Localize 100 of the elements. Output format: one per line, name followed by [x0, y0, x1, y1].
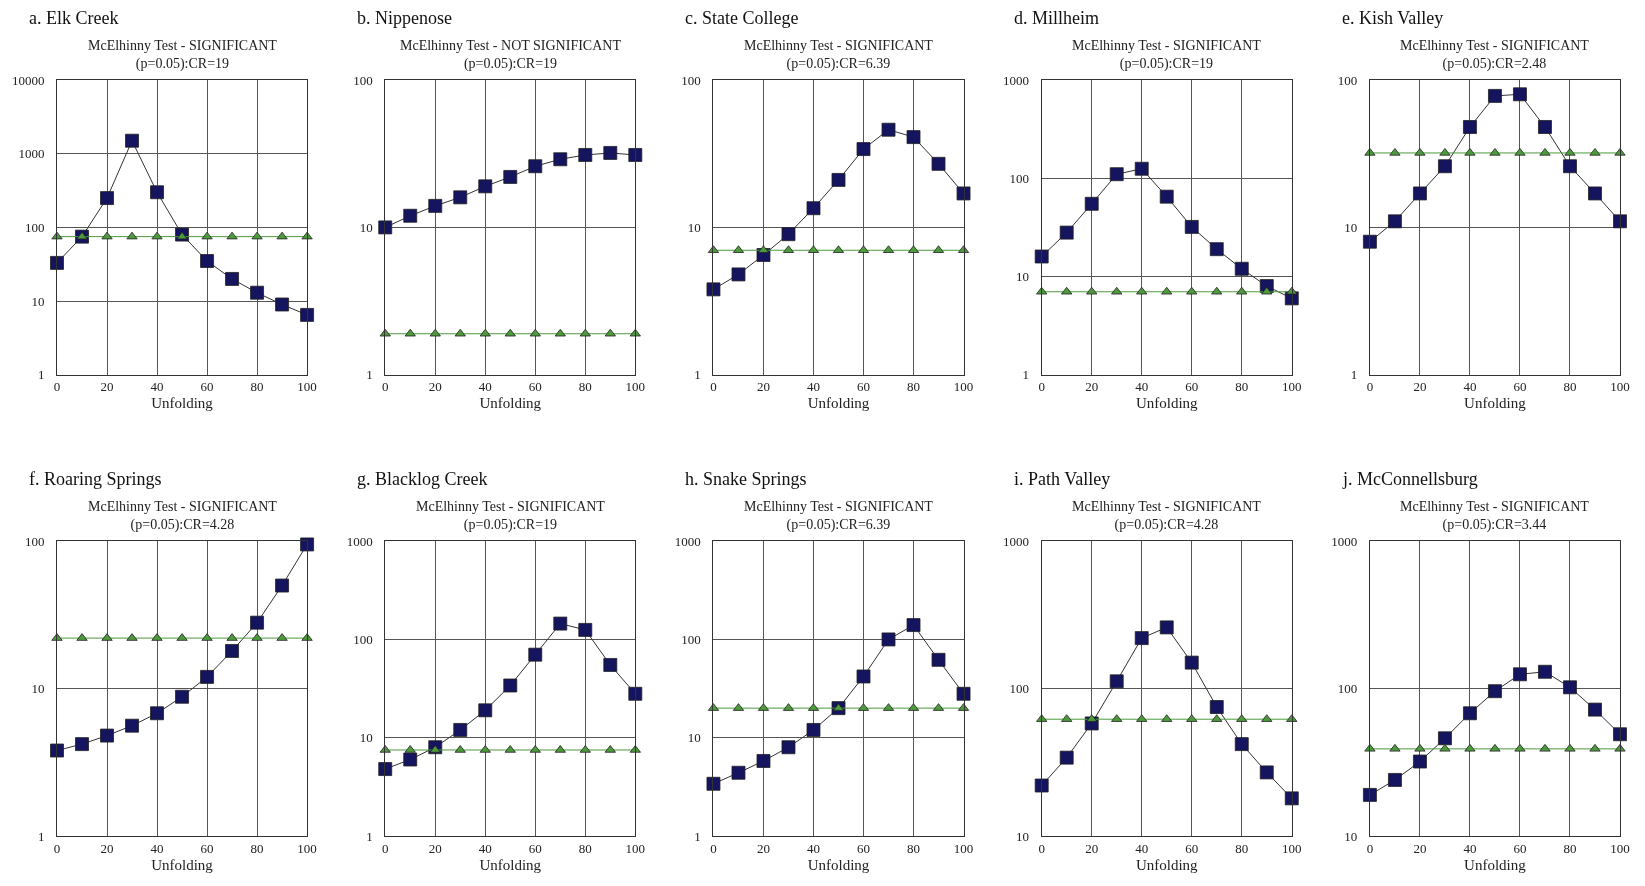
point	[1588, 186, 1602, 201]
point	[1564, 743, 1576, 752]
x-tick-label: 0	[53, 840, 61, 856]
point	[1363, 788, 1377, 802]
point	[454, 328, 466, 337]
point	[404, 328, 416, 337]
point	[125, 133, 139, 148]
point	[528, 647, 543, 662]
x-tick-label: 100	[953, 840, 974, 856]
y-tick-label: 10	[687, 219, 701, 235]
chart-title: d. Millheim	[1014, 8, 1099, 28]
point	[956, 686, 971, 701]
point	[1463, 120, 1477, 134]
x-tick-label: 0	[1038, 840, 1045, 856]
point	[528, 159, 543, 174]
y-tick-label: 100	[1337, 681, 1358, 697]
chart-title: b. Nippenose	[357, 8, 452, 28]
x-tick-label: 40	[150, 379, 164, 395]
point	[503, 170, 518, 184]
point	[731, 267, 746, 282]
y-tick-label: 100	[1009, 170, 1030, 186]
y-tick-label: 10	[687, 730, 701, 746]
y-tick-label: 100	[24, 219, 45, 235]
y-tick-label: 100	[1009, 681, 1030, 697]
point	[1109, 167, 1124, 182]
point	[856, 669, 871, 684]
y-tick-label: 10	[1016, 269, 1030, 285]
point	[478, 703, 493, 718]
point	[1034, 249, 1049, 264]
point	[379, 328, 391, 337]
point	[931, 652, 946, 667]
point	[75, 737, 89, 752]
x-tick-label: 20	[1413, 840, 1427, 856]
point	[906, 618, 921, 632]
point	[1413, 754, 1427, 769]
x-tick-label: 20	[1085, 379, 1099, 395]
point	[150, 185, 164, 200]
y-tick-label: 1	[366, 367, 373, 383]
chart-title: f. Roaring Springs	[29, 469, 162, 489]
y-tick-label: 10	[31, 293, 45, 309]
point	[1211, 286, 1223, 295]
point	[1489, 743, 1501, 752]
y-tick-label: 10	[1016, 828, 1030, 844]
point	[250, 285, 264, 300]
point	[1613, 214, 1627, 229]
y-tick-label: 1000	[1331, 533, 1358, 549]
x-tick-label: 0	[1366, 840, 1374, 856]
point	[1464, 743, 1476, 752]
point	[1086, 286, 1098, 295]
point	[1259, 765, 1274, 780]
point	[1589, 743, 1601, 752]
point	[906, 130, 921, 144]
x-tick-label: 60	[528, 379, 542, 395]
point	[553, 152, 568, 167]
point	[100, 728, 114, 743]
chart-title: g. Blacklog Creek	[357, 469, 488, 489]
x-tick-label: 100	[1282, 840, 1302, 856]
point	[1286, 286, 1298, 295]
y-tick-label: 10	[359, 219, 373, 235]
chart-title: i. Path Valley	[1014, 469, 1111, 489]
point	[201, 231, 213, 240]
point	[1184, 655, 1199, 670]
y-tick-label: 1	[37, 828, 45, 844]
point	[1059, 750, 1074, 765]
point	[1364, 743, 1376, 752]
x-tick-label: 20	[756, 840, 770, 856]
y-tick-label: 1	[1350, 367, 1358, 383]
point	[151, 231, 163, 240]
x-tick-label: 40	[150, 840, 164, 856]
point	[176, 231, 188, 240]
y-tick-label: 1000	[1003, 72, 1030, 88]
x-tick-label: 80	[1563, 379, 1577, 395]
point	[1134, 631, 1149, 645]
point	[1439, 743, 1451, 752]
point	[1539, 743, 1551, 752]
point	[1588, 702, 1602, 717]
point	[881, 632, 896, 647]
x-axis-title: Unfolding	[1464, 856, 1527, 873]
y-tick-label: 10000	[11, 72, 45, 88]
x-tick-label: 80	[578, 840, 592, 856]
point	[1209, 700, 1224, 714]
y-tick-label: 10	[31, 681, 45, 697]
x-tick-label: 100	[297, 840, 317, 856]
point	[1488, 89, 1502, 103]
y-tick-label: 1000	[18, 146, 45, 162]
chart-subtitle: McElhinny Test - NOT SIGNIFICANT (p=0.05):CR=19	[400, 38, 622, 73]
y-tick-label: 100	[681, 72, 701, 88]
point	[629, 328, 641, 337]
y-tick-label: 10	[1344, 219, 1358, 235]
chart-title: j. McConnellsburg	[1342, 469, 1478, 489]
x-axis-title: Unfolding	[1135, 856, 1199, 873]
point	[628, 148, 643, 162]
x-axis-title: Unfolding	[1464, 395, 1527, 412]
point	[603, 146, 618, 160]
point	[50, 743, 64, 758]
point	[1234, 261, 1249, 276]
point	[1414, 743, 1426, 752]
y-tick-label: 1000	[346, 533, 373, 549]
x-tick-label: 60	[1513, 840, 1527, 856]
x-tick-label: 0	[1366, 379, 1374, 395]
